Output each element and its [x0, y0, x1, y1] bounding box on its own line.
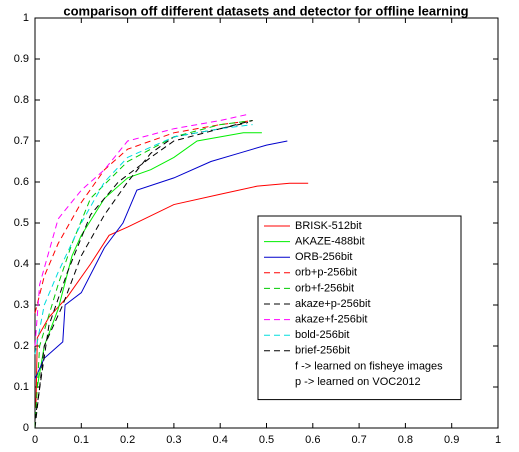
y-tick-label: 0.9	[14, 53, 29, 65]
x-tick-label: 0.8	[398, 434, 413, 446]
y-tick-label: 0.2	[14, 340, 29, 352]
chart-title: comparison off different datasets and de…	[63, 3, 468, 18]
series-line	[34, 140, 288, 380]
series-line	[34, 113, 249, 347]
y-tick-label: 0.3	[14, 299, 29, 311]
series-line	[34, 120, 253, 314]
y-tick-label: 0.5	[14, 217, 29, 229]
legend-label: orb+f-256bit	[295, 282, 354, 294]
legend-label: orb+p-256bit	[295, 267, 357, 279]
y-tick-label: 1	[23, 12, 29, 24]
x-tick-label: 1	[495, 434, 501, 446]
y-tick-label: 0	[23, 422, 29, 434]
legend-label: akaze+p-256bit	[295, 298, 371, 310]
legend-label: ORB-256bit	[295, 251, 352, 263]
y-tick-label: 0.7	[14, 135, 29, 147]
series-line	[34, 120, 253, 429]
x-tick-label: 0.4	[213, 434, 228, 446]
x-tick-label: 0.5	[259, 434, 274, 446]
x-tick-label: 0.3	[166, 434, 181, 446]
series-line	[36, 132, 262, 388]
legend-label: AKAZE-488bit	[295, 236, 365, 248]
legend-label: BRISK-512bit	[295, 220, 362, 232]
series-line	[35, 182, 309, 408]
y-tick-label: 0.6	[14, 176, 29, 188]
y-tick-label: 0.1	[14, 381, 29, 393]
x-tick-label: 0	[32, 434, 38, 446]
legend-label: akaze+f-256bit	[295, 314, 367, 326]
y-tick-label: 0.4	[14, 258, 29, 270]
y-tick-label: 0.8	[14, 94, 29, 106]
legend-label: bold-256bit	[295, 329, 349, 341]
series-line	[34, 122, 249, 420]
legend-note: f -> learned on fisheye images	[295, 360, 443, 372]
series-line	[34, 120, 253, 429]
legend-note: p -> learned on VOC2012	[295, 376, 421, 388]
series-line	[34, 124, 253, 355]
legend-label: brief-256bit	[295, 345, 350, 357]
legend	[257, 215, 462, 401]
x-tick-label: 0.7	[351, 434, 366, 446]
x-tick-label: 0.1	[74, 434, 89, 446]
x-tick-label: 0.2	[120, 434, 135, 446]
x-tick-label: 0.9	[444, 434, 459, 446]
x-tick-label: 0.6	[305, 434, 320, 446]
